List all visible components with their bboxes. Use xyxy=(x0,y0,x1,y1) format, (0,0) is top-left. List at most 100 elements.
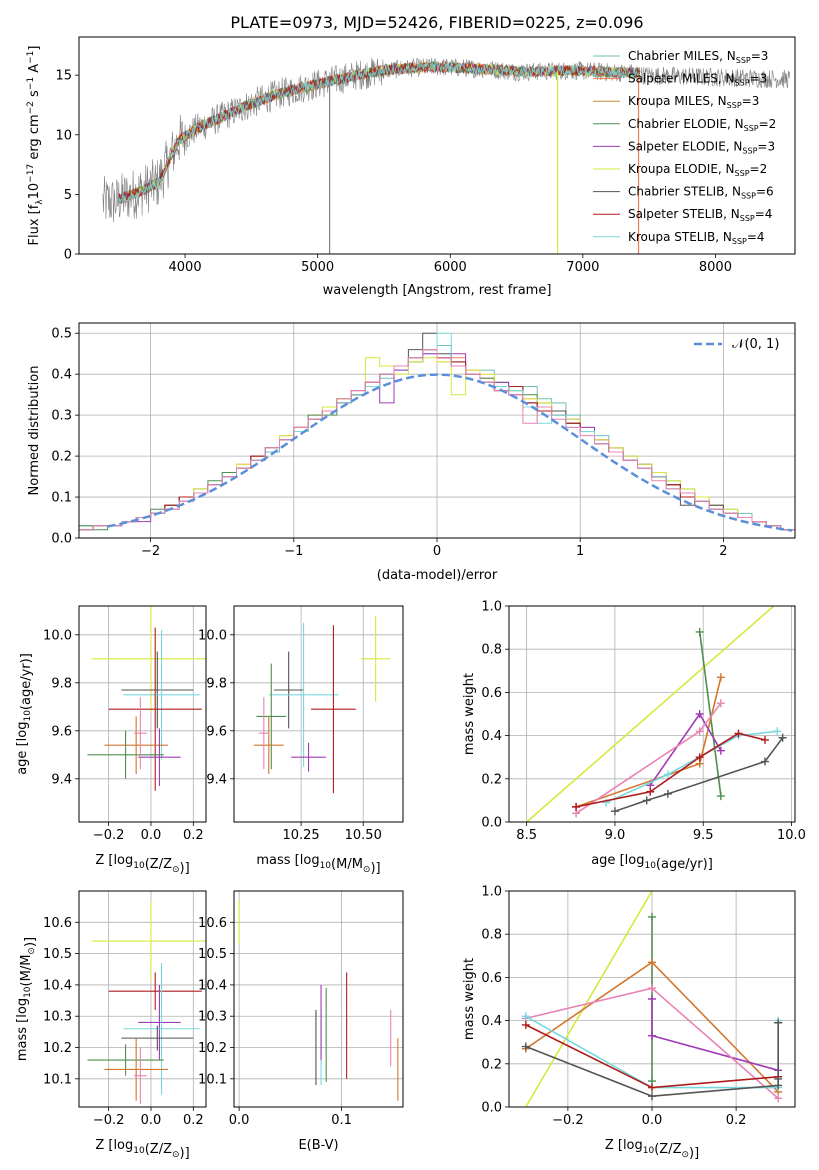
y-label-part: −1 xyxy=(26,51,36,64)
legend-sub: SSP xyxy=(744,124,759,133)
y-tick-label: 10.0 xyxy=(43,628,72,643)
y-tick-label: 0.8 xyxy=(481,643,502,658)
y-tick-label: 0.6 xyxy=(481,686,502,701)
series-marker-orange_series xyxy=(648,958,656,967)
spectrum-model-salpeter_stelib xyxy=(118,61,641,204)
x-tick-label: −1 xyxy=(284,544,303,559)
series-line-kroupa_elodie xyxy=(525,891,653,1107)
legend-sub: SSP xyxy=(732,237,747,246)
x-tick-label: −2 xyxy=(141,544,160,559)
y-tick-label: 0 xyxy=(64,248,72,263)
series-marker-chabrier_elodie xyxy=(648,912,656,921)
x-tick-label: 0.2 xyxy=(726,1113,747,1128)
y-label-part: 10 xyxy=(27,183,42,200)
series-line-chabrier_elodie xyxy=(698,631,722,797)
x-tick-label: 0.0 xyxy=(141,828,162,843)
y-axis-label: mass weight xyxy=(462,958,477,1040)
series-marker-salpeter_stelib xyxy=(572,802,581,811)
series-marker-kroupa_stelib xyxy=(521,1012,530,1021)
normal-curve xyxy=(107,373,793,532)
residuals-plot xyxy=(79,332,795,532)
label-log: log xyxy=(623,1138,643,1153)
x-tick-label: 0.2 xyxy=(183,1113,204,1128)
x-tick-label: 10.50 xyxy=(345,828,382,843)
axes-frame xyxy=(78,605,207,823)
series-marker-chabrier_stelib xyxy=(774,1018,783,1027)
legend-label: Kroupa MILES, N xyxy=(628,94,727,108)
label-log: log xyxy=(300,853,320,868)
legend-sub: SSP xyxy=(735,79,750,88)
label-sub: ⊙ xyxy=(27,947,37,955)
y-tick-label: 10.1 xyxy=(43,1072,72,1087)
series-marker-salpeter_stelib xyxy=(695,753,704,762)
legend-suffix: =6 xyxy=(756,185,774,199)
label-log: log xyxy=(625,853,645,868)
y-axis-label: age [log10(age/yr)] xyxy=(15,653,34,775)
y-tick-label: 10 xyxy=(55,128,72,143)
legend-sub: SSP xyxy=(727,101,742,110)
axes-frame xyxy=(78,36,796,255)
spectrum-data-line xyxy=(102,57,790,223)
x-tick-label: 0.0 xyxy=(642,1113,663,1128)
legend-suffix: =4 xyxy=(747,230,765,244)
y-tick-label: 0.4 xyxy=(481,1014,502,1029)
weight_vs_age-plot xyxy=(526,606,787,822)
label-sub: ⊙ xyxy=(681,1150,689,1160)
weight_vs_z-plot xyxy=(521,891,783,1107)
x-tick-label: 9.5 xyxy=(693,828,714,843)
y-label-part: −1 xyxy=(26,77,36,90)
y-axis-label: mass [log10(M/M⊙)] xyxy=(15,937,38,1061)
label-text: (age/yr)] xyxy=(656,857,713,872)
series-line-kroupa_elodie xyxy=(526,606,775,822)
series-line-chabrier_stelib xyxy=(614,737,784,812)
legend-entry-salpeter_elodie: Salpeter ELODIE, NSSP=3 xyxy=(628,139,775,155)
legend-label: Salpeter STELIB, N xyxy=(628,207,740,221)
axes-frame xyxy=(233,890,404,1108)
series-marker-pink_series xyxy=(716,699,725,708)
label-text: (Z/Z xyxy=(654,1142,681,1157)
label-log: log xyxy=(15,722,30,742)
label-log: log xyxy=(113,853,133,868)
legend-label: Salpeter ELODIE, N xyxy=(628,139,742,153)
spectrum-model-kroupa_elodie xyxy=(118,61,641,204)
series-marker-pink_series xyxy=(695,727,704,736)
label-text: (M/M xyxy=(19,955,34,987)
y-label-part: λ xyxy=(35,199,45,205)
y-tick-label: 0.5 xyxy=(51,327,72,342)
x-tick-label: 9.0 xyxy=(605,828,626,843)
x-tick-label: 4000 xyxy=(169,260,202,275)
x-axis-label: Z [log10(Z/Z⊙)] xyxy=(95,853,189,876)
legend-entry-salpeter_stelib: Salpeter STELIB, NSSP=4 xyxy=(628,207,772,223)
y-tick-label: 0.2 xyxy=(481,1057,502,1072)
x-tick-label: 8000 xyxy=(699,260,732,275)
y-tick-label: 0.2 xyxy=(481,772,502,787)
label-text: (M/M xyxy=(331,857,363,872)
series-marker-chabrier_stelib xyxy=(663,789,672,798)
series-marker-salpeter_stelib xyxy=(648,1083,656,1092)
y-label-part: s xyxy=(27,90,42,101)
x-tick-label: −0.2 xyxy=(93,828,125,843)
y-tick-label: 1.0 xyxy=(481,885,502,900)
legend-entry-chabrier_elodie: Chabrier ELODIE, NSSP=2 xyxy=(628,117,776,133)
figure-title: PLATE=0973, MJD=52426, FIBERID=0225, z=0… xyxy=(230,13,643,32)
x-tick-label: −0.2 xyxy=(552,1113,584,1128)
x-axis-label: wavelength [Angstrom, rest frame] xyxy=(323,283,552,298)
y-label-part: A xyxy=(27,64,42,77)
label-text: E(B-V) xyxy=(298,1138,338,1153)
legend-label: Kroupa ELODIE, N xyxy=(628,162,735,176)
y-tick-label: 5 xyxy=(64,188,72,203)
y-tick-label: 10.2 xyxy=(198,1041,227,1056)
y-tick-label: 9.6 xyxy=(51,724,72,739)
label-text: mass [ xyxy=(256,853,299,868)
series-line-salpeter_elodie xyxy=(649,712,722,786)
label-sub: ⊙ xyxy=(363,865,371,875)
y-tick-label: 10.1 xyxy=(198,1072,227,1087)
y-tick-label: 0.1 xyxy=(51,491,72,506)
label-text: age [ xyxy=(15,741,30,774)
series-marker-chabrier_stelib xyxy=(760,757,769,766)
x-tick-label: 0.2 xyxy=(183,828,204,843)
series-marker-chabrier_stelib xyxy=(642,796,651,805)
spectrum-model-kroupa_stelib xyxy=(118,61,641,205)
legend-sub: SSP xyxy=(741,192,756,201)
